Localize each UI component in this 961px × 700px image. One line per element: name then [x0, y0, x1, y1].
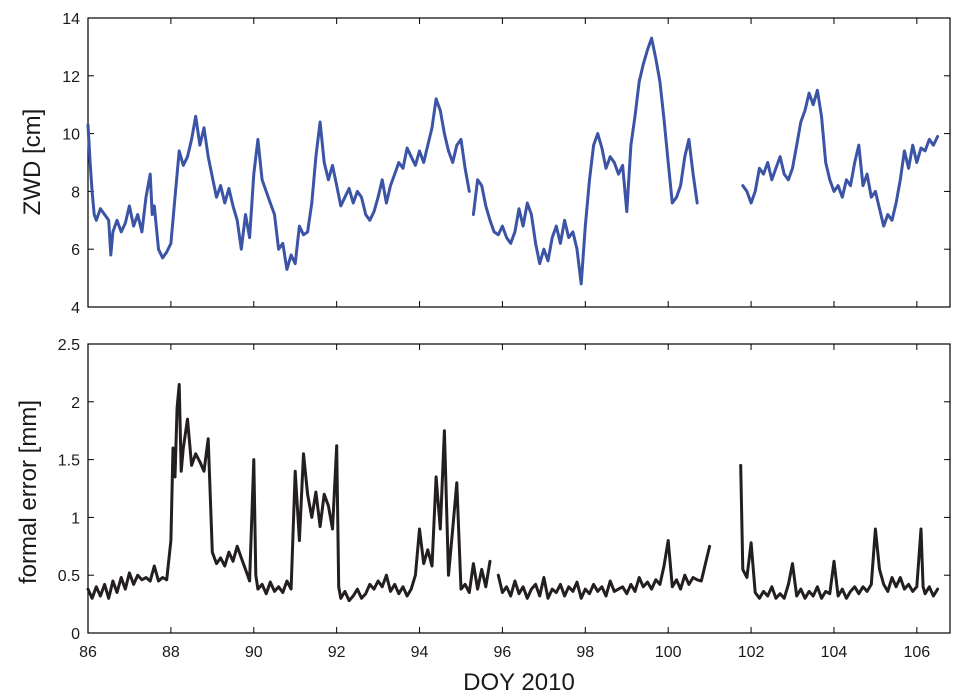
- x-tick-label: 88: [162, 644, 180, 661]
- x-tick-label: 86: [79, 644, 97, 661]
- top-panel: 4 6 8 10 12 14 ZWD [cm]: [19, 11, 951, 317]
- top-y-axis-label: ZWD [cm]: [19, 109, 46, 216]
- top-y-tick-label: 10: [62, 127, 80, 144]
- top-series-line-segment-2: [471, 36, 699, 286]
- top-y-tick-label: 14: [62, 11, 80, 28]
- x-axis-label: DOY 2010: [463, 669, 575, 696]
- bottom-series-line-segment-2: [496, 539, 712, 600]
- x-tick-label: 94: [411, 644, 429, 661]
- x-tick-label: 100: [655, 644, 682, 661]
- bottom-y-tick-label: 0.5: [58, 568, 80, 585]
- bottom-series-line-segment-3: [739, 463, 940, 600]
- x-tick-label: 96: [494, 644, 512, 661]
- bottom-y-tick-label: 2: [71, 395, 80, 412]
- bottom-y-tick-label: 1.5: [58, 453, 80, 470]
- bottom-y-ticks: 0 0.5 1 1.5 2 2.5: [58, 337, 950, 643]
- top-series-line-segment-3: [741, 88, 940, 228]
- bottom-y-axis-label: formal error [mm]: [15, 400, 42, 584]
- x-tick-label: 92: [328, 644, 346, 661]
- top-y-tick-label: 6: [71, 242, 80, 259]
- bottom-plot-frame: [87, 343, 951, 634]
- bottom-y-tick-label: 2.5: [58, 337, 80, 354]
- x-tick-label: 102: [738, 644, 765, 661]
- bottom-y-tick-label: 0: [71, 626, 80, 643]
- top-y-tick-label: 8: [71, 184, 80, 201]
- top-y-ticks: 4 6 8 10 12 14: [62, 11, 950, 317]
- top-y-tick-label: 4: [71, 300, 80, 317]
- top-series-line-segment-1: [86, 97, 471, 271]
- x-tick-label: 98: [576, 644, 594, 661]
- x-tick-label: 106: [903, 644, 930, 661]
- bottom-series: [86, 383, 940, 603]
- top-series: [86, 36, 940, 286]
- top-y-tick-label: 12: [62, 69, 80, 86]
- top-plot-frame: [87, 17, 951, 308]
- bottom-y-tick-label: 1: [71, 510, 80, 527]
- bottom-series-line-segment-1: [86, 383, 492, 603]
- bottom-x-ticks: 86 88 90 92 94 96 98 100 102 104 106: [79, 344, 930, 661]
- x-tick-label: 90: [245, 644, 263, 661]
- x-tick-label: 104: [821, 644, 848, 661]
- bottom-panel: 00.511.522.5 86 88 90 92 94 96 98 100 102 104 106 …: [15, 337, 951, 696]
